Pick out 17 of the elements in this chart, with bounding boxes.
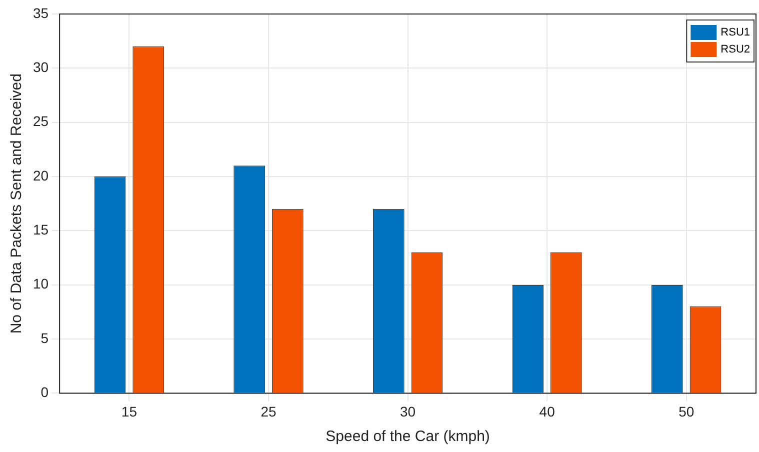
x-tick-label: 50 [678, 403, 694, 420]
x-tick-label: 40 [539, 403, 556, 420]
y-tick-label: 30 [32, 59, 49, 76]
y-tick-label: 15 [32, 222, 49, 238]
y-tick-label: 20 [32, 167, 49, 184]
x-axis-title: Speed of the Car (kmph) [326, 428, 490, 446]
y-axis-title: No of Data Packets Sent and Received [8, 74, 26, 334]
y-tick-label: 25 [32, 113, 49, 130]
x-tick-label: 30 [400, 403, 416, 420]
y-tick-label: 0 [40, 384, 49, 400]
y-tick-label: 10 [32, 276, 49, 292]
y-tick-label: 5 [40, 330, 49, 346]
x-tick-label: 25 [260, 403, 276, 420]
x-tick-label: 15 [121, 403, 138, 420]
legend-label: RSU1 [720, 26, 750, 39]
legend-label: RSU2 [720, 44, 750, 56]
y-tick-label: 35 [32, 4, 49, 21]
